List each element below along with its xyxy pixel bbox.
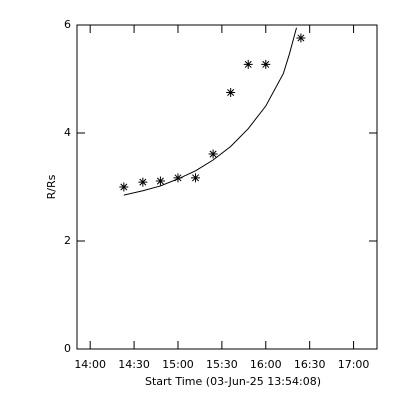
y-tick-label: 6 — [64, 18, 71, 31]
data-point — [261, 59, 271, 69]
x-tick-label: 16:30 — [294, 358, 326, 371]
plot-frame — [76, 24, 378, 350]
x-tick-label: 14:30 — [118, 358, 150, 371]
data-point — [226, 88, 236, 97]
y-tick-label: 0 — [64, 342, 71, 355]
data-point — [296, 33, 306, 43]
fit-curve — [123, 27, 297, 196]
y-tick-label: 4 — [64, 126, 71, 139]
x-tick-label: 15:30 — [206, 358, 238, 371]
x-tick-label: 16:00 — [250, 358, 282, 371]
x-tick-label: 17:00 — [338, 358, 370, 371]
y-tick-label: 2 — [64, 234, 71, 247]
x-axis-label: Start Time (03-Jun-25 13:54:08) — [145, 375, 321, 388]
data-point — [155, 176, 165, 186]
y-axis-label: R/Rs — [45, 174, 58, 199]
data-point — [119, 182, 129, 192]
data-point — [138, 177, 148, 187]
data-point — [243, 59, 253, 69]
data-point — [191, 173, 201, 183]
x-tick-label: 15:00 — [162, 358, 194, 371]
x-tick-label: 14:00 — [74, 358, 106, 371]
data-point — [173, 173, 183, 183]
data-point — [208, 149, 218, 159]
